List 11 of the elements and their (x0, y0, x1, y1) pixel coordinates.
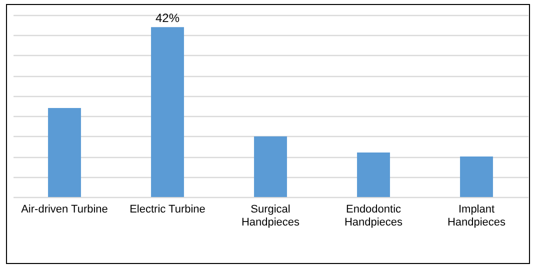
data-label: 42% (155, 11, 180, 26)
x-tick-label: Endodontic Handpieces (344, 204, 404, 228)
bar (48, 108, 81, 197)
x-tick-label: Electric Turbine (130, 204, 206, 216)
bar (151, 27, 184, 197)
bar (357, 152, 390, 197)
x-tick-label: Surgical Handpieces (241, 204, 300, 228)
x-tick-label: Implant Handpieces (447, 204, 506, 228)
bar (254, 136, 287, 197)
bar (460, 156, 493, 197)
x-tick-label: Air-driven Turbine (21, 204, 108, 216)
